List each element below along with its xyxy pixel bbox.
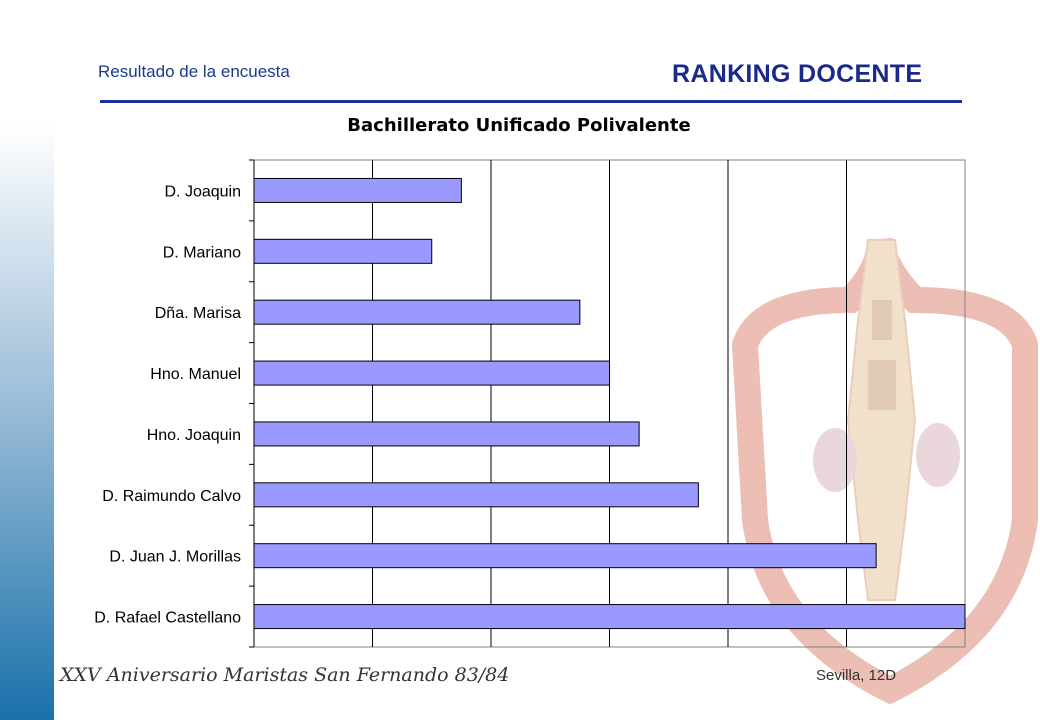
bar: [253, 238, 433, 264]
bar: [253, 360, 610, 386]
category-label: D. Juan J. Morillas: [109, 549, 241, 566]
anniversary-footer: XXV Aniversario Maristas San Fernando 83…: [60, 664, 510, 686]
bar: [253, 299, 581, 325]
chart-title: Bachillerato Unificado Polivalente: [347, 115, 690, 136]
ranking-heading: RANKING DOCENTE: [672, 60, 923, 88]
category-label: Hno. Joaquin: [147, 427, 241, 444]
category-label: D. Joaquin: [165, 183, 242, 200]
category-label: Dña. Marisa: [155, 305, 241, 322]
category-label: D. Mariano: [163, 244, 241, 261]
date-footer: Sevilla, 12D: [816, 667, 897, 684]
bar: [253, 543, 877, 569]
category-label: Hno. Manuel: [150, 366, 241, 383]
bar: [253, 177, 462, 203]
survey-subtitle: Resultado de la encuesta: [98, 62, 290, 81]
bar: [253, 421, 640, 447]
bar: [253, 482, 699, 508]
bar: [253, 604, 966, 630]
category-label: D. Raimundo Calvo: [102, 488, 241, 505]
side-gradient-bar: [0, 124, 54, 720]
header-divider: [100, 100, 962, 103]
category-label: D. Rafael Castellano: [94, 610, 241, 627]
